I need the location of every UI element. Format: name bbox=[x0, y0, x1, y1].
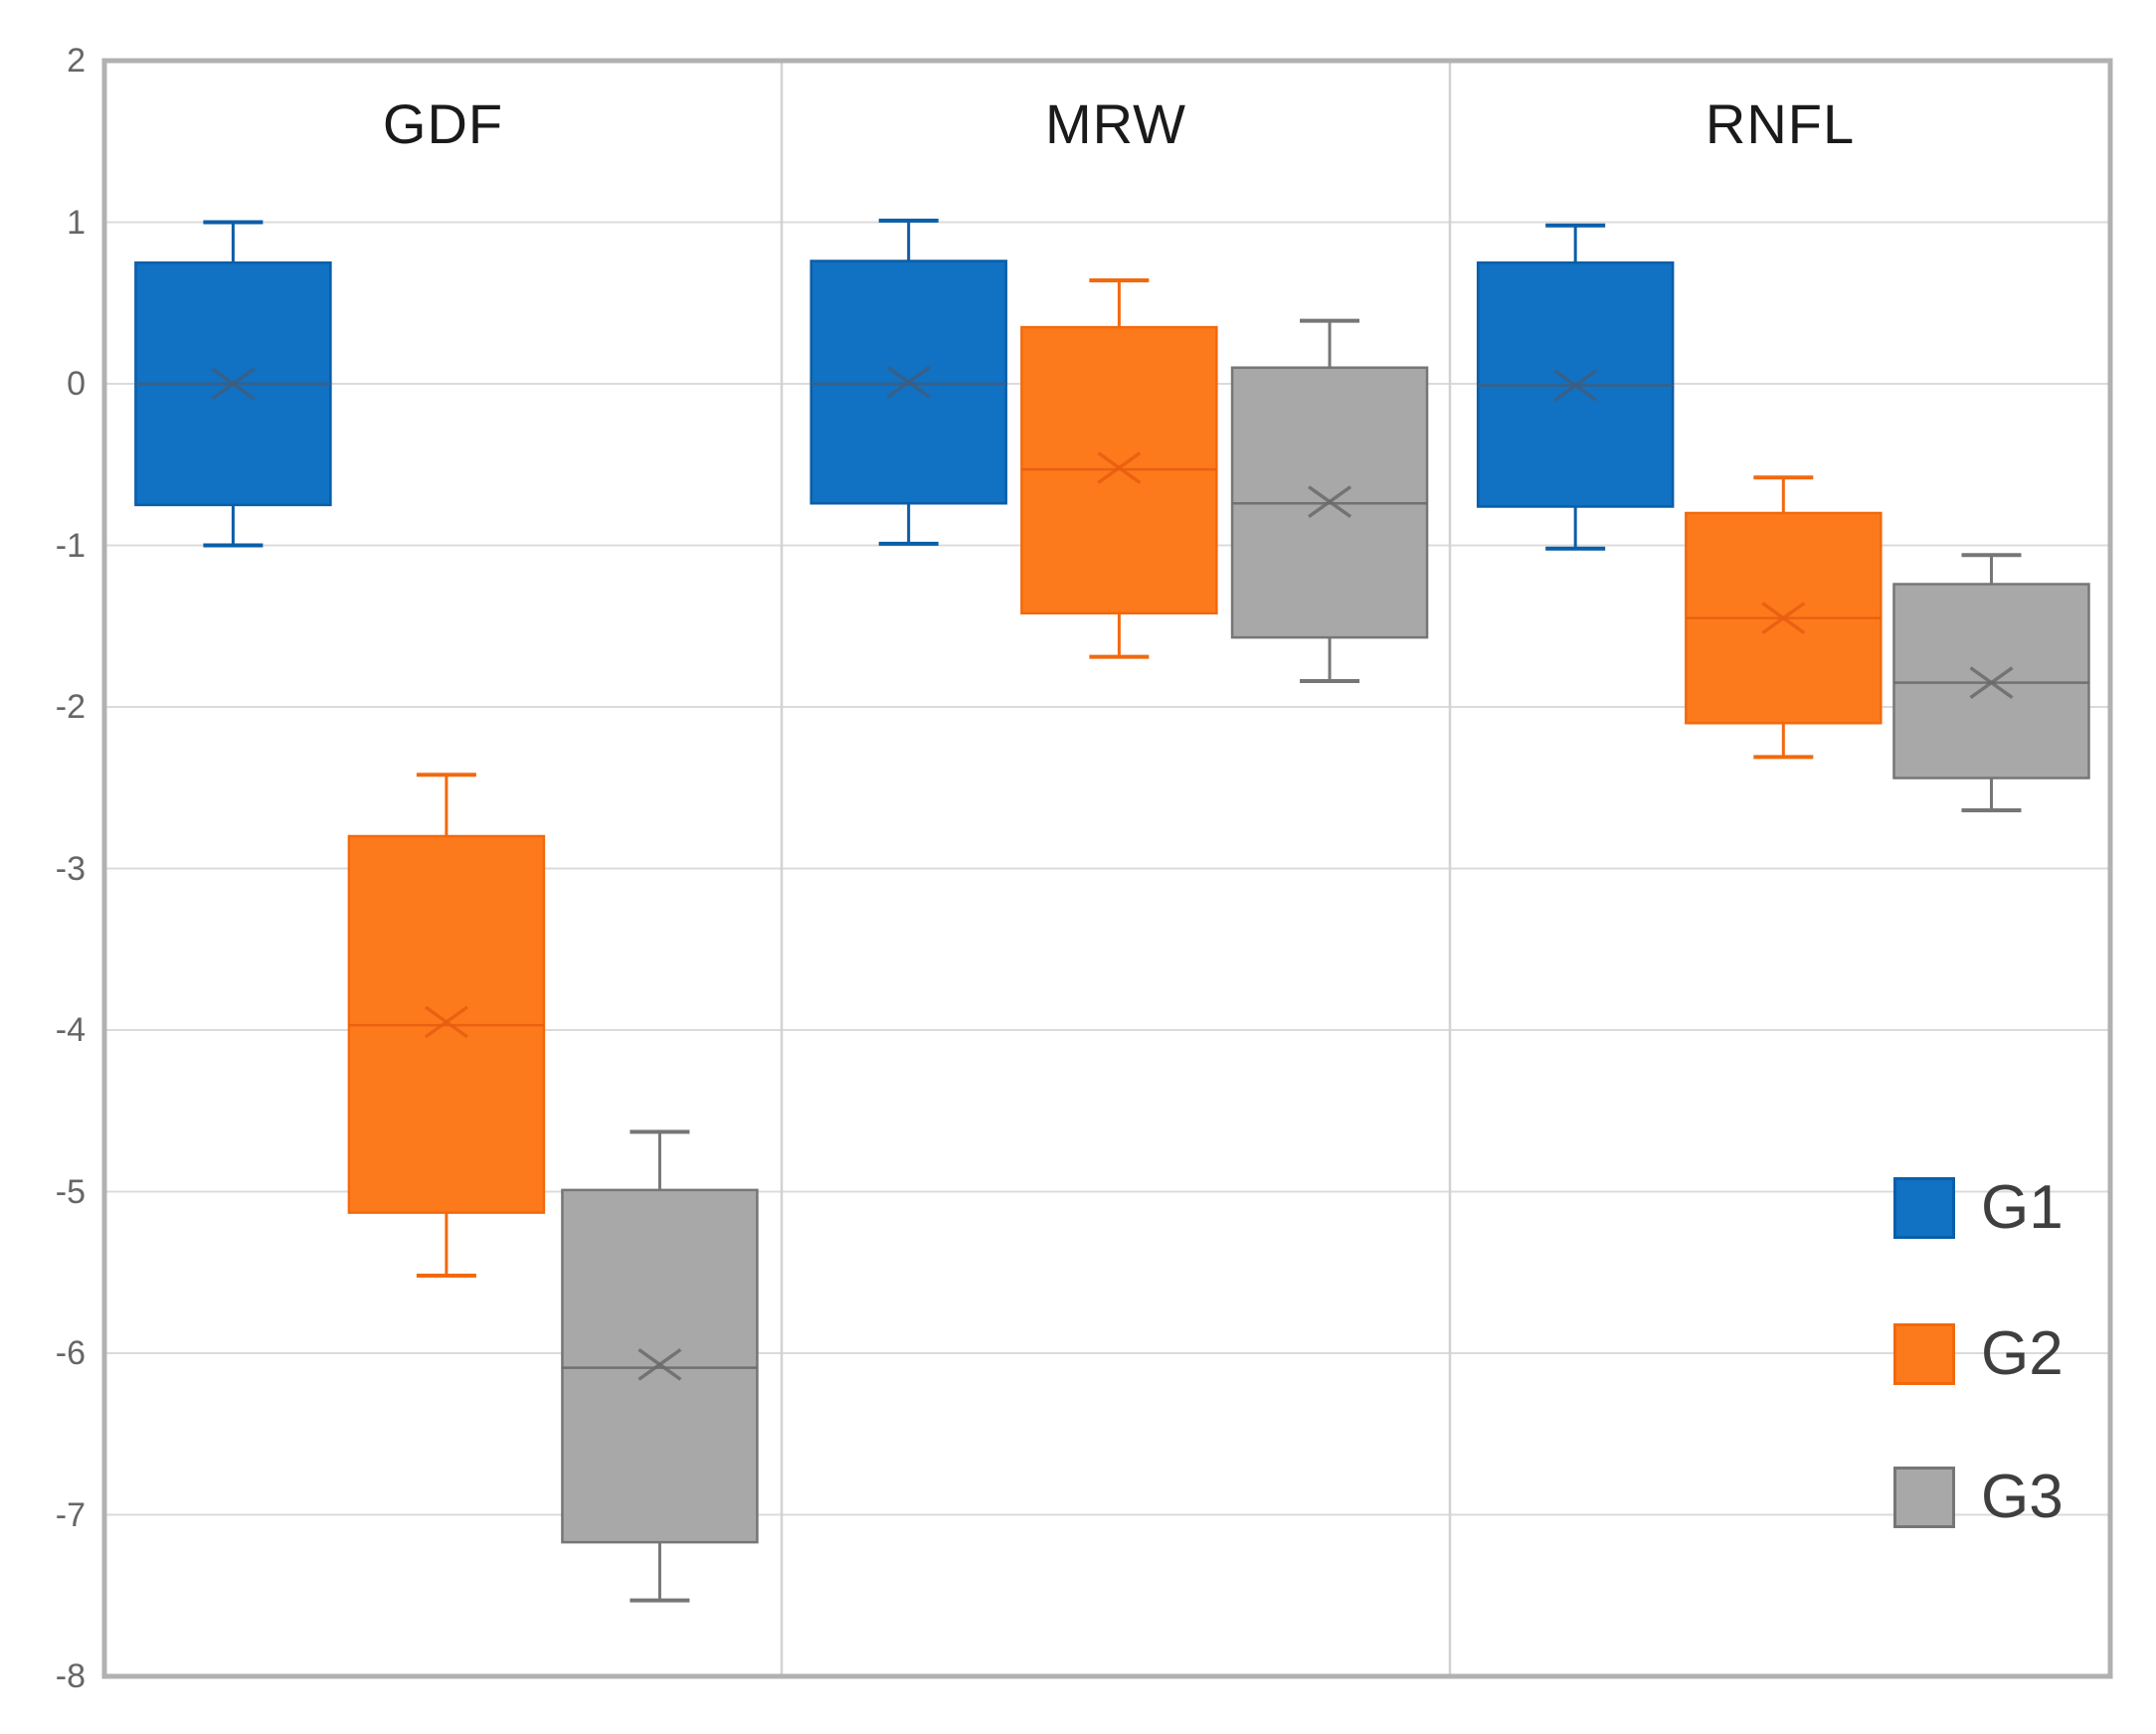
mean-marker bbox=[424, 1005, 468, 1039]
mean-marker bbox=[1097, 451, 1142, 484]
legend-label-g2: G2 bbox=[1981, 1319, 2064, 1388]
mean-marker bbox=[1308, 485, 1352, 519]
boxplot-GDF-G1 bbox=[134, 220, 332, 548]
y-axis-label: 1 bbox=[67, 203, 86, 242]
legend-item-g3: G3 bbox=[1893, 1465, 2064, 1530]
y-axis-label: -7 bbox=[55, 1495, 86, 1534]
boxplot-RNFL-G1 bbox=[1476, 223, 1675, 551]
mean-marker bbox=[886, 365, 931, 399]
mean-marker bbox=[1969, 666, 2014, 700]
boxplot-GDF-G2 bbox=[347, 773, 546, 1278]
boxplot-RNFL-G3 bbox=[1892, 553, 2090, 812]
legend-label-g3: G3 bbox=[1981, 1463, 2064, 1531]
y-axis-label: -1 bbox=[55, 526, 86, 565]
boxplot-MRW-G2 bbox=[1020, 278, 1218, 659]
panel-dividers bbox=[780, 61, 1452, 1676]
mean-marker bbox=[1553, 369, 1598, 403]
plot-border bbox=[101, 58, 2113, 1679]
y-axis-label: 0 bbox=[67, 365, 86, 403]
y-axis-label: -3 bbox=[55, 849, 86, 888]
legend-swatch-g1 bbox=[1893, 1177, 1955, 1239]
legend-item-g1: G1 bbox=[1893, 1175, 2064, 1241]
boxplot-MRW-G3 bbox=[1230, 318, 1429, 683]
y-axis-label: -6 bbox=[55, 1334, 86, 1372]
legend-swatch-g2 bbox=[1893, 1323, 1955, 1385]
panel-title-mrw: MRW bbox=[1045, 92, 1186, 155]
y-axis-label: -2 bbox=[55, 688, 86, 726]
boxplot-GDF-G3 bbox=[561, 1129, 759, 1603]
boxplot-RNFL-G2 bbox=[1685, 475, 1883, 760]
legend-label-g1: G1 bbox=[1981, 1173, 2064, 1242]
mean-marker bbox=[211, 367, 256, 401]
y-axis-label: -5 bbox=[55, 1172, 86, 1211]
legend-swatch-g3 bbox=[1893, 1467, 1955, 1528]
y-axis-label: 2 bbox=[67, 42, 86, 80]
panel-title-rnfl: RNFL bbox=[1705, 92, 1856, 155]
legend-item-g2: G2 bbox=[1893, 1321, 2064, 1387]
y-axis-label: -8 bbox=[55, 1657, 86, 1695]
mean-marker bbox=[1761, 602, 1806, 635]
boxplot-MRW-G1 bbox=[809, 218, 1007, 546]
y-axis-label: -4 bbox=[55, 1011, 86, 1049]
panel-title-gdf: GDF bbox=[382, 92, 504, 155]
mean-marker bbox=[637, 1347, 682, 1381]
